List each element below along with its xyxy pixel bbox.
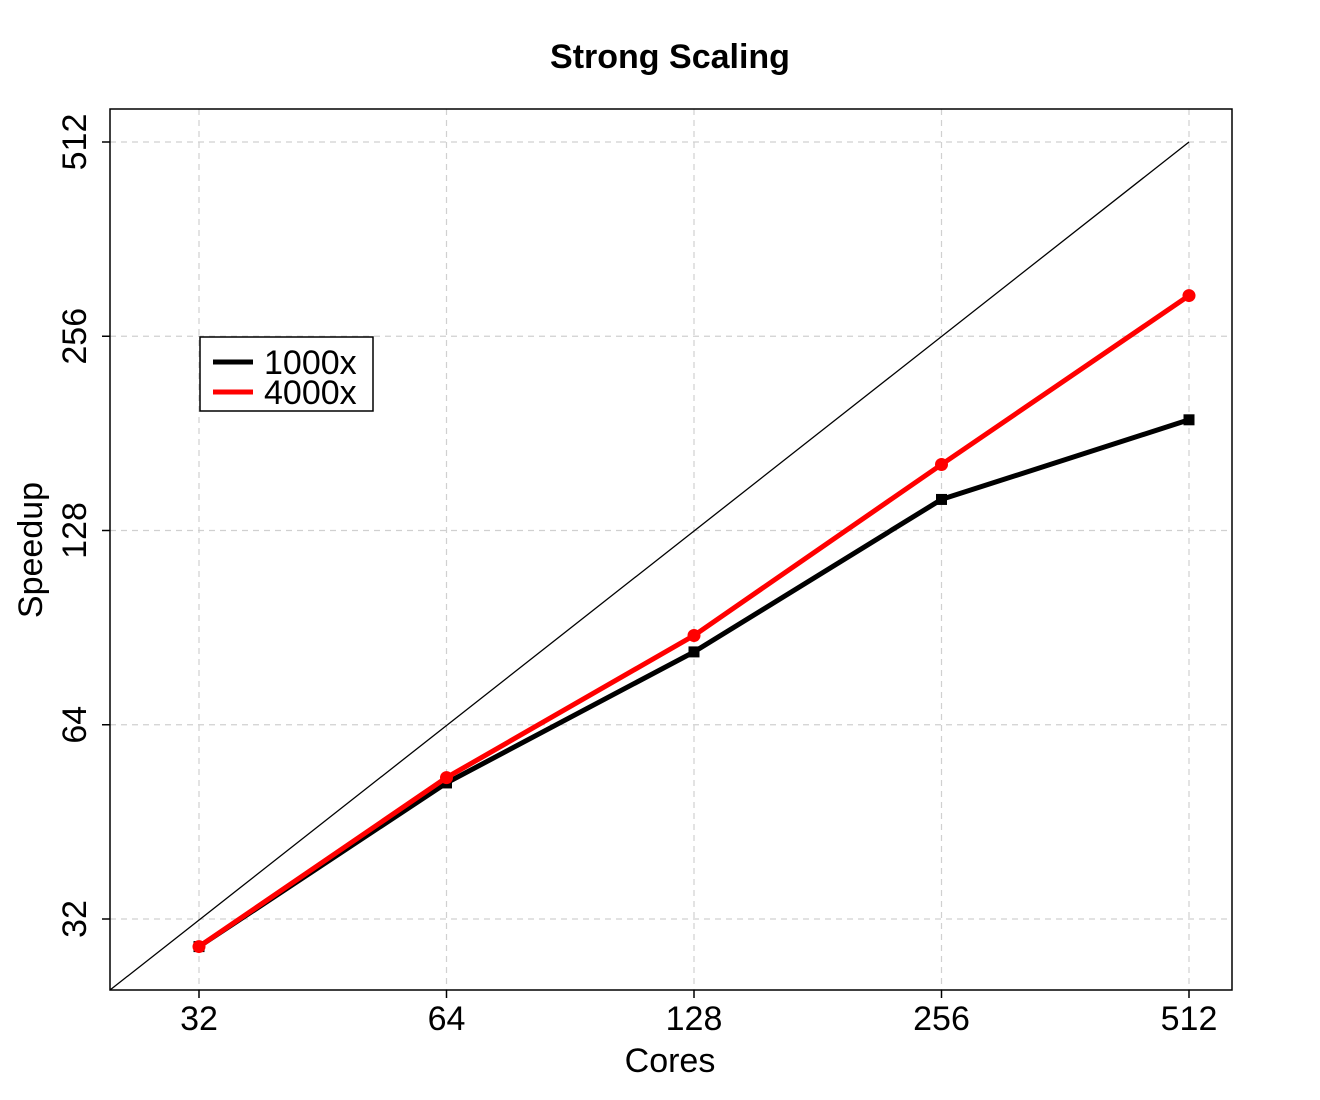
x-tick-label: 128 [666, 1000, 723, 1038]
y-tick-label: 128 [56, 502, 94, 559]
data-point [1183, 414, 1195, 426]
y-tick-label: 64 [56, 706, 94, 744]
x-axis: 32 64 128 256 512 [180, 990, 1217, 1038]
data-point [192, 940, 206, 954]
grid [110, 109, 1232, 990]
y-tick-label: 512 [56, 114, 94, 171]
x-tick-label: 512 [1161, 1000, 1218, 1038]
plot-frame [109, 108, 1233, 991]
x-tick-label: 256 [913, 1000, 970, 1038]
chart-title: Strong Scaling [550, 38, 790, 76]
ideal-scaling-line [109, 141, 1190, 991]
y-axis-label: Speedup [12, 482, 50, 618]
data-point [688, 646, 700, 658]
legend-label: 1000x [264, 344, 357, 382]
data-point [935, 457, 948, 471]
data-point [1182, 289, 1196, 303]
y-axis: 32 64 128 256 512 [56, 114, 110, 938]
x-tick-label: 32 [180, 1000, 218, 1038]
y-tick-label: 256 [56, 308, 94, 365]
ideal-line [109, 141, 1190, 991]
x-tick-label: 64 [428, 1000, 466, 1038]
data-point [687, 629, 701, 643]
data-point [440, 771, 453, 785]
y-tick-label: 32 [56, 900, 94, 938]
data-point [936, 493, 947, 505]
legend-box [199, 336, 374, 412]
series [192, 289, 1196, 954]
series-4000x [192, 289, 1196, 954]
x-axis-label: Cores [625, 1042, 716, 1080]
legend-label: 4000x [264, 374, 357, 412]
